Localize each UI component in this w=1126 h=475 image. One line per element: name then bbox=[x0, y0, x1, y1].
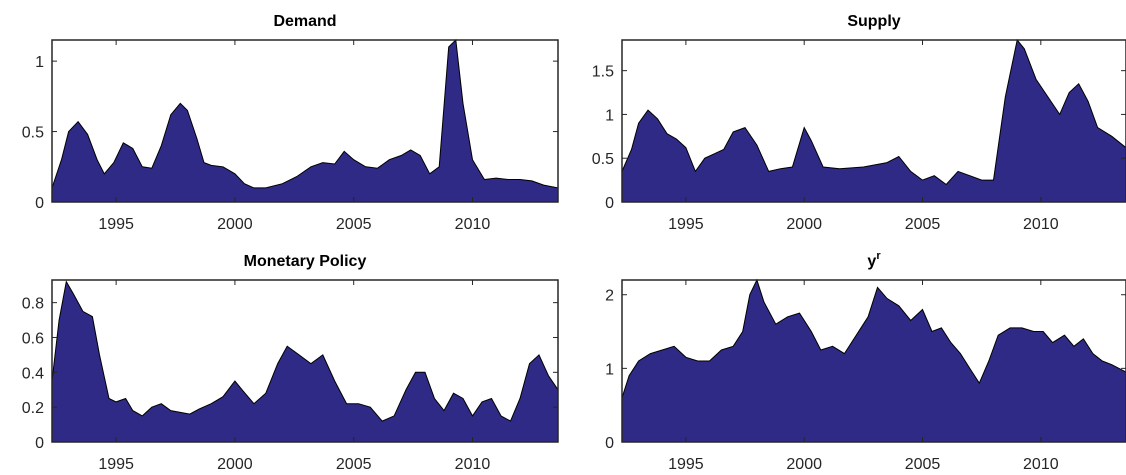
y-tick-label: 0 bbox=[35, 435, 44, 452]
y-tick-label: 1 bbox=[35, 54, 44, 71]
panel-title-text: y bbox=[867, 253, 876, 270]
y-tick-label: 0 bbox=[605, 195, 614, 212]
panel-title: Supply bbox=[847, 13, 900, 30]
axes-box bbox=[51, 279, 559, 443]
y-tick-label: 0.4 bbox=[22, 365, 44, 382]
panel-title: Monetary Policy bbox=[244, 253, 367, 270]
y-tick-label: 0.5 bbox=[592, 151, 614, 168]
y-tick-label: 1.5 bbox=[592, 64, 614, 81]
y-tick-label: 0 bbox=[605, 435, 614, 452]
x-tick-label: 2005 bbox=[336, 456, 372, 473]
axes-box bbox=[51, 39, 559, 203]
demand-panel: 0 0.5 1 1995 2000 2005 2010 Demand bbox=[22, 13, 559, 233]
y-tick-label: 0.2 bbox=[22, 400, 44, 417]
x-tick-label: 2010 bbox=[455, 216, 491, 233]
x-tick-label: 2010 bbox=[1023, 456, 1059, 473]
panel-title: yr bbox=[867, 250, 881, 270]
y-tick-label: 0.8 bbox=[22, 296, 44, 313]
x-tick-label: 2005 bbox=[905, 456, 941, 473]
monetary-policy-panel: 0 0.2 0.4 0.6 0.8 1995 2000 2005 2010 Monetary Po… bbox=[22, 253, 559, 473]
x-tick-label: 1995 bbox=[98, 456, 134, 473]
y-tick-label: 0.6 bbox=[22, 330, 44, 347]
axes-box bbox=[621, 39, 1126, 203]
panel-title-text: Demand bbox=[273, 13, 336, 30]
panel-title-superscript: r bbox=[876, 250, 881, 262]
series-area bbox=[621, 278, 1126, 443]
x-tick-label: 2000 bbox=[786, 456, 822, 473]
x-tick-label: 2005 bbox=[905, 216, 941, 233]
y-tick-label: 0 bbox=[35, 195, 44, 212]
series-area bbox=[51, 280, 559, 443]
supply-panel: 0 0.5 1 1.5 1995 2000 2005 2010 Supply bbox=[592, 13, 1126, 233]
panel-title-text: Monetary Policy bbox=[244, 253, 367, 270]
x-tick-label: 1995 bbox=[668, 216, 704, 233]
x-tick-label: 2000 bbox=[786, 216, 822, 233]
x-tick-label: 2000 bbox=[217, 456, 253, 473]
axes-box bbox=[621, 279, 1126, 443]
y-tick-label: 0.5 bbox=[22, 125, 44, 142]
x-tick-label: 2010 bbox=[455, 456, 491, 473]
y-tick-label: 1 bbox=[605, 107, 614, 124]
panel-title: Demand bbox=[273, 13, 336, 30]
y-tick-label: 1 bbox=[605, 361, 614, 378]
panel-title-text: Supply bbox=[847, 13, 900, 30]
x-tick-label: 1995 bbox=[98, 216, 134, 233]
series-area bbox=[621, 38, 1126, 203]
x-tick-label: 2005 bbox=[336, 216, 372, 233]
series-area bbox=[51, 38, 559, 203]
x-tick-label: 2000 bbox=[217, 216, 253, 233]
x-tick-label: 2010 bbox=[1023, 216, 1059, 233]
x-tick-label: 1995 bbox=[668, 456, 704, 473]
y-tick-label: 2 bbox=[605, 288, 614, 305]
yr-panel: 0 1 2 1995 2000 2005 2010 yr bbox=[605, 250, 1126, 473]
